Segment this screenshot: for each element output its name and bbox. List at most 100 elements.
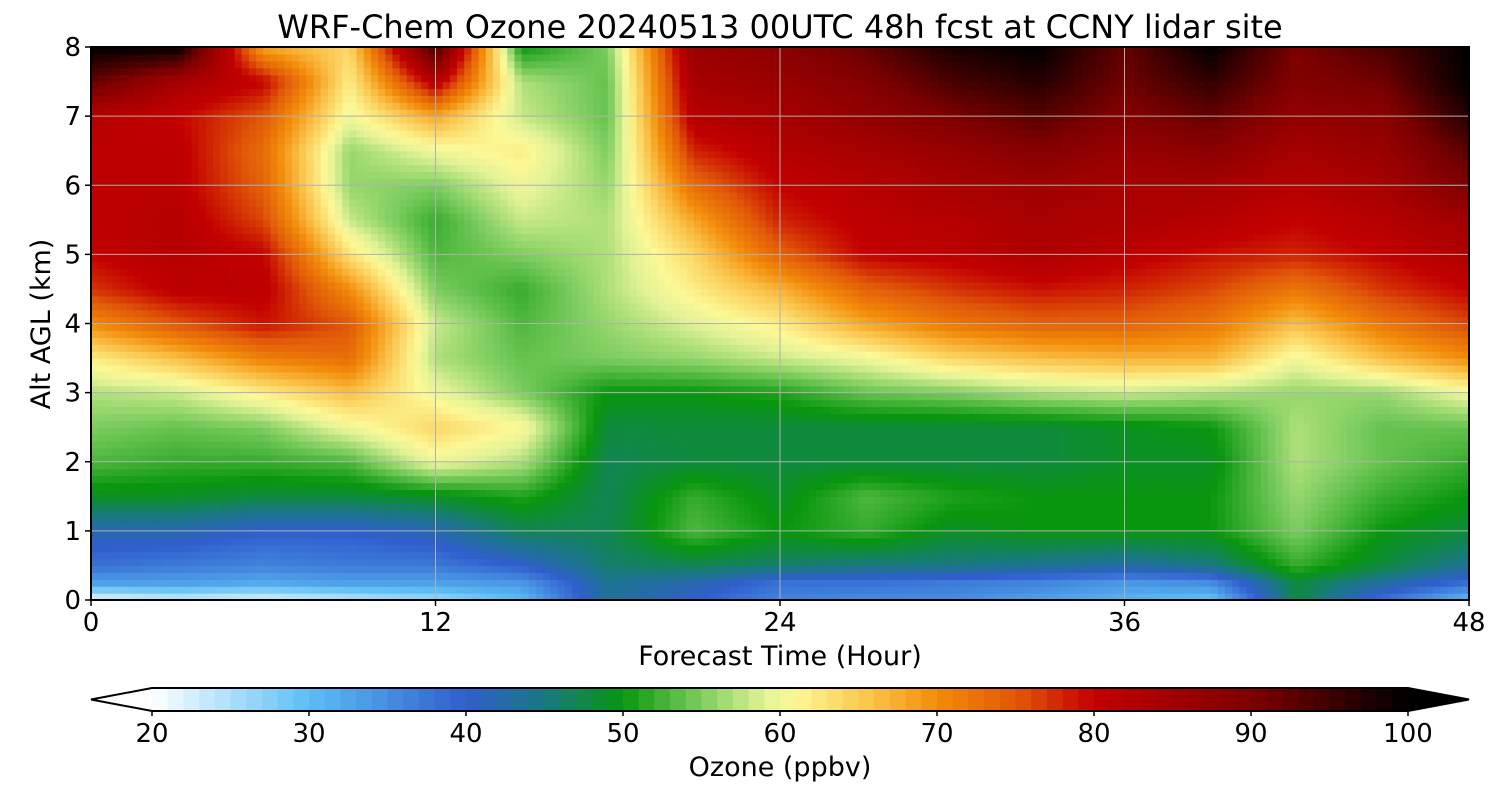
heatmap-cell [758,510,767,518]
heatmap-cell [256,447,264,456]
heatmap-cell [708,489,717,497]
heatmap-cell [607,551,616,560]
heatmap-cell [808,427,817,435]
heatmap-cell [1325,572,1334,580]
heatmap-cell [1153,489,1161,497]
heatmap-cell [234,427,243,435]
heatmap-cell [485,551,494,560]
heatmap-cell [586,510,594,518]
heatmap-cell [392,447,401,456]
heatmap-cell [1124,475,1133,484]
heatmap-cell [543,586,551,594]
heatmap-cell [1074,427,1083,435]
heatmap-cell [421,489,429,497]
heatmap-cell [1311,447,1319,456]
heatmap-cell [363,461,372,470]
heatmap-cell [693,441,702,449]
heatmap-cell [1447,461,1456,470]
heatmap-cell [435,461,444,470]
heatmap-cell [1418,489,1427,497]
heatmap-cell [873,468,882,477]
heatmap-cell [808,420,817,428]
heatmap-cell [385,551,394,560]
heatmap-cell [385,558,394,567]
heatmap-cell [1031,572,1039,580]
heatmap-cell [622,565,630,573]
heatmap-cell [1196,530,1205,539]
heatmap-cell [1174,558,1183,567]
heatmap-cell [284,482,293,490]
heatmap-cell [1461,579,1469,587]
heatmap-cell [1117,572,1126,580]
heatmap-cell [1253,586,1262,594]
heatmap-cell [973,475,982,484]
heatmap-cell [184,551,193,560]
heatmap-cell [313,447,322,456]
heatmap-cell [234,475,243,484]
heatmap-cell [1146,482,1154,490]
heatmap-cell [213,510,221,518]
heatmap-cell [916,468,925,477]
heatmap-cell [1146,441,1154,449]
heatmap-cell [1102,579,1111,587]
heatmap-cell [98,593,106,600]
heatmap-cell [392,489,401,497]
heatmap-cell [866,517,874,525]
heatmap-cell [1390,434,1398,442]
heatmap-cell [593,420,602,428]
heatmap-cell [198,565,207,573]
heatmap-cell [191,593,200,600]
heatmap-cell [657,523,666,532]
heatmap-cell [657,482,666,490]
heatmap-cell [866,434,874,442]
heatmap-cell [980,517,989,525]
heatmap-cell [435,586,444,594]
heatmap-cell [320,523,329,532]
heatmap-cell [1253,537,1262,546]
heatmap-cell [162,468,171,477]
heatmap-cell [1318,565,1327,573]
heatmap-cell [220,523,228,532]
heatmap-cell [1390,482,1398,490]
heatmap-cell [478,593,487,600]
heatmap-cell [1052,517,1061,525]
heatmap-cell [492,565,501,573]
heatmap-cell [342,517,350,525]
heatmap-cell [952,579,961,587]
heatmap-cell [758,586,767,594]
heatmap-cell [636,544,645,553]
heatmap-cell [500,579,508,587]
heatmap-cell [514,537,523,546]
heatmap-cell [492,572,501,580]
heatmap-cell [701,496,709,504]
heatmap-cell [478,572,487,580]
heatmap-cell [1346,551,1355,560]
heatmap-cell [815,544,824,553]
heatmap-cell [830,523,839,532]
heatmap-cell [607,558,616,567]
heatmap-cell [363,468,372,477]
heatmap-cell [1390,565,1398,573]
heatmap-cell [564,593,573,600]
heatmap-cell [284,447,293,456]
heatmap-cell [729,565,738,573]
heatmap-cell [643,482,652,490]
heatmap-cell [1368,496,1377,504]
heatmap-cell [248,461,257,470]
heatmap-cell [500,565,508,573]
heatmap-cell [858,475,867,484]
heatmap-cell [1296,565,1305,573]
heatmap-cell [299,454,307,463]
heatmap-cell [665,434,673,442]
heatmap-cell [177,510,185,518]
heatmap-cell [457,468,465,477]
heatmap-cell [485,447,494,456]
heatmap-cell [464,461,472,470]
heatmap-cell [227,454,236,463]
heatmap-cell [1368,503,1377,511]
heatmap-cell [277,420,286,428]
heatmap-cell [887,510,896,518]
heatmap-cell [1447,551,1456,560]
heatmap-cell [780,530,788,539]
heatmap-cell [1016,468,1025,477]
